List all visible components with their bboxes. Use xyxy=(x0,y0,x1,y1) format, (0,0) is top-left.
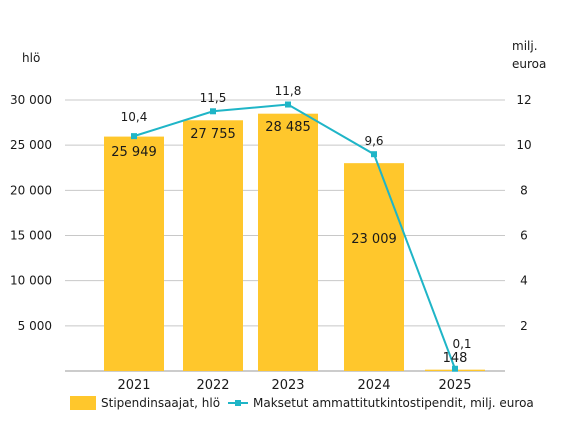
bar-data-label: 25 949 xyxy=(111,145,157,160)
bar xyxy=(183,120,243,371)
y-left-tick-label: 5 000 xyxy=(18,319,52,333)
bar-data-label: 27 755 xyxy=(190,127,236,142)
line-point xyxy=(131,133,137,140)
line-point xyxy=(285,101,291,108)
bar-data-label: 28 485 xyxy=(265,120,311,135)
x-tick-label: 2022 xyxy=(196,378,229,393)
line-series xyxy=(131,101,458,372)
bar-data-label: 148 xyxy=(443,351,468,366)
y-right-tick-label: 4 xyxy=(520,274,528,288)
x-tick-label: 2021 xyxy=(117,378,150,393)
y-left-tick-label: 20 000 xyxy=(10,183,52,197)
line-data-label: 11,5 xyxy=(200,91,227,105)
line-point xyxy=(371,151,377,158)
legend-bar-swatch xyxy=(70,396,96,410)
y-left-tick-label: 25 000 xyxy=(10,138,52,152)
y-right-unit-line1: milj. xyxy=(512,39,538,53)
line-point xyxy=(210,108,216,115)
x-tick-label: 2024 xyxy=(357,378,390,393)
y-left-tick-label: 10 000 xyxy=(10,274,52,288)
line-data-label: 11,8 xyxy=(275,84,302,98)
legend: Stipendinsaajat, hlö Maksetut ammattitut… xyxy=(70,396,534,410)
bar xyxy=(344,163,404,371)
y-right-unit-line2: euroa xyxy=(512,57,546,71)
y-right-tick-label: 6 xyxy=(520,229,528,243)
y-left-tick-label: 15 000 xyxy=(10,229,52,243)
line-data-label: 0,1 xyxy=(452,337,471,351)
bar xyxy=(104,136,164,371)
x-tick-label: 2025 xyxy=(438,378,471,393)
line-data-label: 10,4 xyxy=(121,110,148,124)
line-data-label: 9,6 xyxy=(364,134,383,148)
y-left-unit: hlö xyxy=(22,51,40,65)
line-point xyxy=(452,365,458,372)
legend-line-marker xyxy=(235,400,241,406)
bar-series xyxy=(104,113,485,372)
y-right-tick-label: 2 xyxy=(520,319,528,333)
y-left-tick-label: 30 000 xyxy=(10,93,52,107)
bar-data-label: 23 009 xyxy=(351,232,397,247)
bar xyxy=(258,113,318,372)
y-right-tick-label: 10 xyxy=(516,138,531,152)
x-tick-label: 2023 xyxy=(271,378,304,393)
y-right-tick-label: 8 xyxy=(520,183,528,197)
legend-line-label: Maksetut ammattitutkintostipendit, milj.… xyxy=(253,396,534,410)
legend-bar-label: Stipendinsaajat, hlö xyxy=(101,396,220,410)
y-right-tick-label: 12 xyxy=(516,93,531,107)
